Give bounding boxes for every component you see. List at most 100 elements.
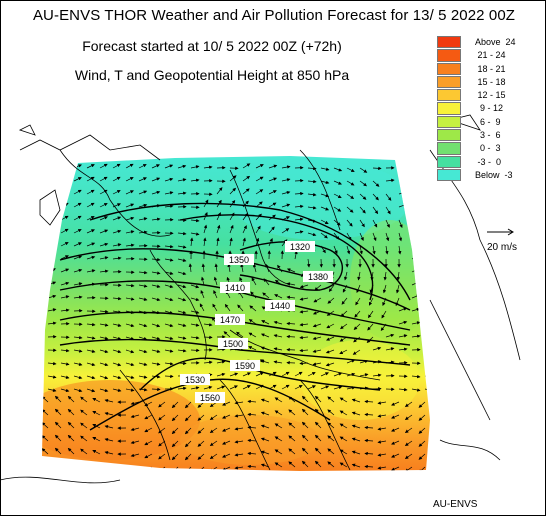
wind-arrow xyxy=(372,245,376,255)
wind-arrow xyxy=(104,464,114,468)
wind-arrow xyxy=(346,219,353,227)
wind-arrow xyxy=(351,450,361,455)
wind-arrow xyxy=(92,462,101,468)
wind-arrow xyxy=(99,163,108,169)
wind-arrow xyxy=(229,385,238,390)
wind-arrow xyxy=(313,297,322,303)
wind-arrow xyxy=(42,435,49,442)
wind-arrow xyxy=(359,232,364,241)
wind-arrow xyxy=(99,216,108,221)
wind-arrow xyxy=(260,411,270,416)
wind-arrow xyxy=(151,284,161,288)
wind-arrow xyxy=(73,189,82,195)
wind-arrow xyxy=(151,297,161,302)
legend-label: 9 - 12 xyxy=(475,103,504,114)
wind-arrow xyxy=(112,163,121,169)
wind-arrow xyxy=(99,309,109,314)
wind-arrow xyxy=(307,206,317,210)
wind-arrow xyxy=(341,297,348,305)
legend-swatch xyxy=(437,89,461,102)
wind-arrow xyxy=(344,271,348,281)
svg-text:1530: 1530 xyxy=(185,375,205,385)
wind-arrow xyxy=(164,336,174,340)
wind-arrow xyxy=(125,177,134,182)
wind-arrow xyxy=(281,165,291,169)
wind-arrow xyxy=(260,450,270,455)
wind-arrow xyxy=(377,427,387,431)
wind-arrow xyxy=(301,408,309,416)
wind-arrow xyxy=(130,466,140,471)
wind-arrow xyxy=(306,258,311,268)
wind-arrow xyxy=(327,422,335,429)
wind-arrow xyxy=(351,411,361,416)
wind-arrow xyxy=(92,397,101,403)
wind-arrow xyxy=(92,449,101,455)
wind-arrow xyxy=(190,323,200,327)
wind-arrow xyxy=(229,372,239,377)
wind-arrow xyxy=(190,297,200,302)
wind-arrow xyxy=(54,408,62,416)
wind-arrow xyxy=(242,225,247,234)
wind-arrow xyxy=(372,219,378,228)
wind-arrow xyxy=(307,179,317,184)
wind-arrow xyxy=(190,218,200,223)
wind-arrow xyxy=(222,401,231,406)
wind-arrow xyxy=(398,387,408,392)
wind-arrow xyxy=(190,310,200,314)
wind-arrow xyxy=(377,466,387,470)
wind-arrow xyxy=(411,203,420,208)
wind-arrow xyxy=(54,447,62,455)
wind-arrow xyxy=(281,371,290,377)
wind-arrow xyxy=(294,217,304,222)
wind-arrow xyxy=(411,190,421,195)
wind-arrow xyxy=(47,177,57,182)
wind-arrow xyxy=(353,336,361,343)
wind-arrow xyxy=(112,256,122,261)
wind-arrow xyxy=(190,348,200,353)
legend-swatch xyxy=(437,62,461,75)
wind-arrow xyxy=(255,225,261,234)
wind-arrow xyxy=(307,166,317,171)
wind-arrow xyxy=(385,206,391,215)
wind-arrow xyxy=(190,335,200,340)
wind-arrow xyxy=(144,440,153,446)
wind-arrow xyxy=(214,263,219,273)
wind-arrow xyxy=(340,323,348,330)
wind-arrow xyxy=(424,177,430,182)
wind-arrow xyxy=(391,440,400,445)
wind-arrow xyxy=(73,362,83,366)
wind-arrow xyxy=(164,284,174,289)
wind-arrow xyxy=(333,206,342,212)
wind-arrow xyxy=(368,297,374,306)
wind-arrow xyxy=(138,203,148,208)
wind-arrow xyxy=(112,323,122,327)
wind-arrow xyxy=(260,398,270,403)
wind-arrow xyxy=(164,323,174,328)
wind-arrow xyxy=(130,453,140,458)
wind-arrow xyxy=(189,237,194,247)
wind-arrow xyxy=(396,284,400,294)
wind-arrow xyxy=(212,303,218,312)
wind-arrow xyxy=(60,177,69,182)
wind-arrow xyxy=(299,310,309,314)
svg-text:1350: 1350 xyxy=(229,255,249,265)
legend-label: 0 - 3 xyxy=(475,143,501,154)
wind-arrow xyxy=(125,230,135,234)
legend-label: 6 - 9 xyxy=(475,116,501,127)
wind-arrow xyxy=(125,375,135,379)
wind-arrow xyxy=(247,425,257,430)
wind-arrow xyxy=(391,453,400,458)
wind-arrow xyxy=(86,375,96,380)
wind-arrow xyxy=(252,263,257,273)
wind-arrow xyxy=(222,427,231,432)
wind-arrow xyxy=(60,268,70,273)
wind-arrow xyxy=(333,167,343,172)
wind-arrow xyxy=(367,323,374,331)
wind-arrow xyxy=(364,451,374,456)
wind-arrow xyxy=(234,414,244,418)
wind-arrow xyxy=(177,348,187,353)
wind-arrow xyxy=(424,361,430,366)
wind-arrow xyxy=(281,178,291,182)
wind-arrow xyxy=(260,359,270,364)
wind-arrow xyxy=(359,167,368,173)
